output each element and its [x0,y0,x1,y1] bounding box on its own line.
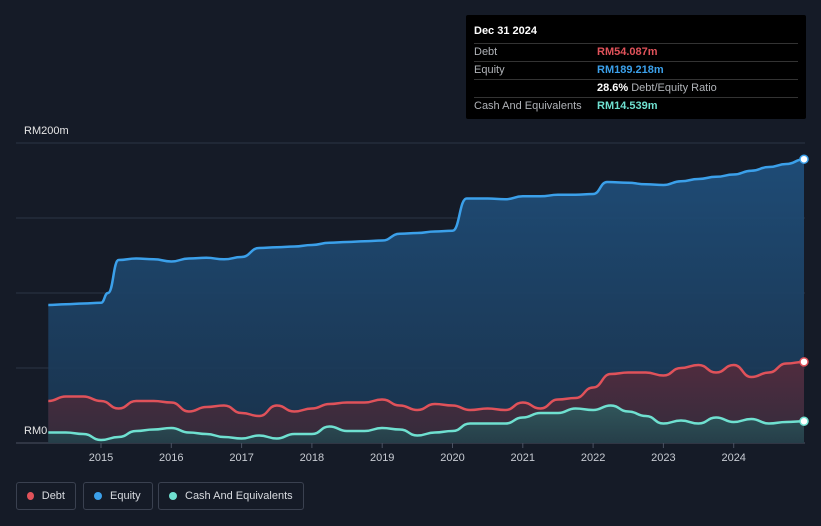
x-tick-label: 2015 [89,452,113,464]
x-tick-label: 2017 [229,452,253,464]
tooltip-date: Dec 31 2024 [474,23,798,44]
legend-cash-label: Cash And Equivalents [185,490,293,502]
legend-cash[interactable]: Cash And Equivalents [158,482,304,510]
cash-end-point [799,416,809,426]
x-tick-label: 2022 [581,452,605,464]
tooltip-ratio-label: Debt/Equity Ratio [631,82,717,94]
debt-legend-dot-icon [27,492,34,500]
tooltip-cash-label: Cash And Equivalents [474,100,582,112]
y-axis-top-label: RM200m [24,125,69,137]
equity-end-point [799,154,809,164]
cash-area [48,405,805,443]
tooltip-debt-value: RM54.087m [597,46,658,58]
debt-end-point [799,357,809,367]
cash-line [48,404,805,442]
tooltip-debt-row: Debt RM54.087m [474,44,798,62]
tooltip-equity-row: Equity RM189.218m [474,62,798,80]
tooltip-debt-label: Debt [474,46,498,58]
x-tick-label: 2024 [721,452,745,464]
x-tick-label: 2019 [370,452,394,464]
x-tick-label: 2018 [300,452,324,464]
tooltip-ratio-row: 28.6% Debt/Equity Ratio [474,80,798,98]
y-axis-bottom-label: RM0 [24,425,48,437]
legend-debt[interactable]: Debt [16,482,76,510]
tooltip-ratio-value: 28.6% [597,82,629,94]
equity-legend-dot-icon [94,492,102,500]
legend-equity-label: Equity [110,490,141,502]
equity-line [48,157,805,307]
x-tick-label: 2016 [159,452,183,464]
equity-area [48,159,805,443]
cash-legend-dot-icon [169,492,177,500]
legend-equity[interactable]: Equity [83,482,153,510]
legend-debt-label: Debt [41,490,65,502]
tooltip-cash-row: Cash And Equivalents RM14.539m [474,98,798,115]
x-tick-label: 2021 [511,452,535,464]
debt-line [48,360,805,418]
tooltip-equity-value: RM189.218m [597,64,664,76]
x-tick-label: 2020 [440,452,464,464]
tooltip-cash-value: RM14.539m [597,100,658,112]
data-tooltip: Dec 31 2024 Debt RM54.087m Equity RM189.… [466,15,806,119]
x-tick-label: 2023 [651,452,675,464]
tooltip-equity-label: Equity [474,64,505,76]
